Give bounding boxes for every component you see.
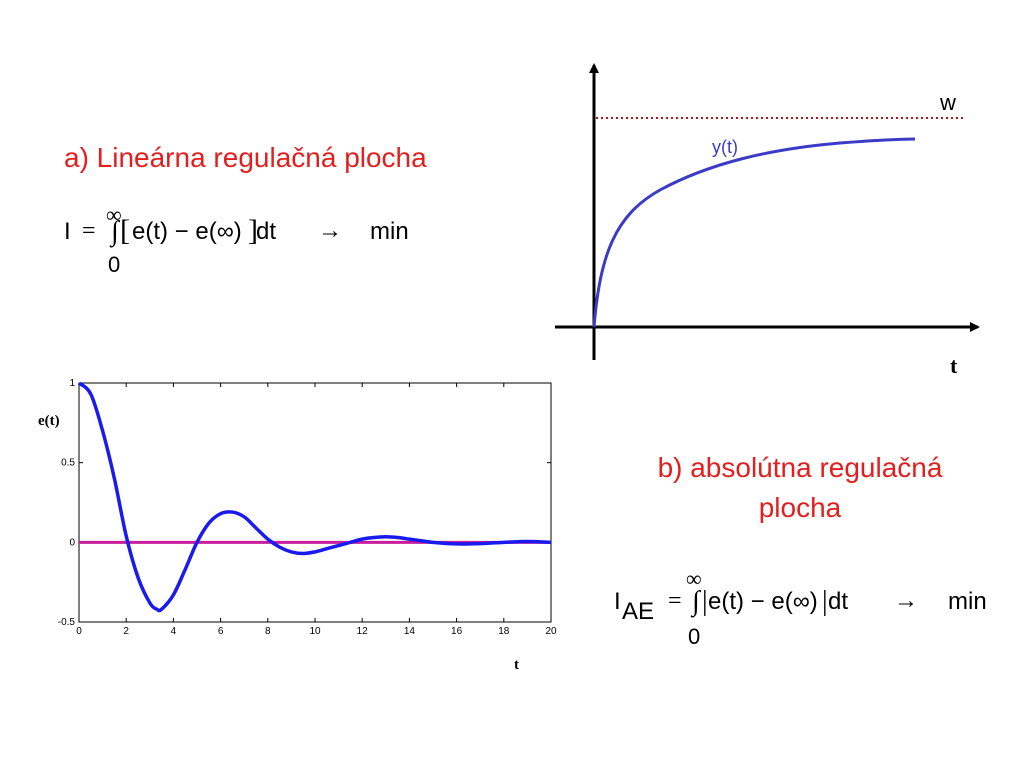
- x-tick-label: 4: [171, 626, 177, 637]
- y-tick-label: 0.5: [61, 458, 75, 469]
- y-ticks: -0.5 0 0.5 1: [58, 378, 551, 628]
- formula-a-lhs: I: [64, 218, 71, 245]
- plot-frame: [78, 382, 552, 623]
- formula-b-upper-limit: ∞: [686, 566, 702, 591]
- formula-a-arrow: →: [318, 218, 342, 244]
- section-a-heading: a) Lineárna regulačná plocha: [64, 142, 427, 173]
- x-tick-label: 14: [404, 626, 416, 637]
- formula-b-right-bar: |: [822, 586, 828, 617]
- setpoint-label: w: [939, 90, 956, 115]
- section-b-heading: b) absolútna regulačná plocha: [594, 448, 1006, 528]
- x-tick-label: 12: [357, 626, 369, 637]
- x-tick-label: 0: [76, 626, 82, 637]
- x-tick-label: 10: [309, 626, 321, 637]
- formula-a-dt: dt: [256, 218, 277, 245]
- x-tick-label: 2: [123, 626, 129, 637]
- error-plot: 0 2 4 6 8 10 12 14 16 18 20 -0.500.51 e(t) t: [38, 378, 557, 673]
- formula-a-equals: =: [82, 218, 96, 244]
- error-curve: [77, 381, 552, 613]
- formula-a-upper-limit: ∞: [106, 202, 122, 227]
- x-tick-label: 16: [451, 626, 463, 637]
- x-tick-label: 6: [218, 626, 224, 637]
- linear-integral-formula: I = ∞ ∫ 0 [ e(t) − e(∞) ] dt → min: [64, 196, 444, 278]
- formula-b-integral-sign: ∫: [692, 586, 700, 617]
- formula-b-lhs: I: [614, 588, 621, 615]
- sketch-x-axis-label: t: [950, 353, 958, 378]
- plot-x-axis-label: t: [514, 657, 519, 673]
- formula-b-equals: =: [668, 588, 682, 614]
- section-b-heading-line2: plocha: [758, 492, 842, 523]
- x-tick-label: 20: [545, 626, 557, 637]
- formula-a-integral-sign: ∫: [111, 216, 119, 247]
- formula-b-arrow: →: [894, 588, 918, 614]
- formula-b-lhs-subscript: AE: [622, 598, 655, 625]
- x-tick-label: 8: [265, 626, 271, 637]
- curve-label: y(t): [712, 137, 738, 157]
- formula-a-right-bracket: ]: [248, 214, 258, 247]
- formula-a-body: e(t) − e(∞): [132, 218, 242, 245]
- section-b-heading-line1: b) absolútna regulačná: [657, 452, 943, 483]
- plot-y-axis-label: e(t): [38, 413, 60, 429]
- absolute-integral-formula: I AE = ∞ ∫ 0 | e(t) − e(∞) | dt → min: [614, 562, 1014, 652]
- step-response-sketch: w y(t) t: [555, 63, 980, 378]
- step-response-curve: [592, 137, 916, 328]
- x-ticks: 0 2 4 6 8 10 12 14 16 18 20: [76, 383, 557, 637]
- formula-b-body: e(t) − e(∞): [708, 588, 818, 615]
- formula-a-target: min: [370, 218, 409, 245]
- formula-b-target: min: [948, 588, 987, 615]
- formula-b-left-bar: |: [702, 586, 708, 617]
- y-tick-label: 0: [69, 537, 75, 548]
- x-tick-label: 18: [498, 626, 510, 637]
- y-tick-label: -0.5: [58, 617, 76, 628]
- series-group: [77, 381, 552, 613]
- formula-b-lower-limit: 0: [688, 624, 701, 649]
- formula-b-dt: dt: [828, 588, 849, 615]
- formula-a-left-bracket: [: [120, 214, 130, 247]
- y-tick-label: 1: [69, 378, 75, 389]
- formula-a-lower-limit: 0: [108, 252, 121, 277]
